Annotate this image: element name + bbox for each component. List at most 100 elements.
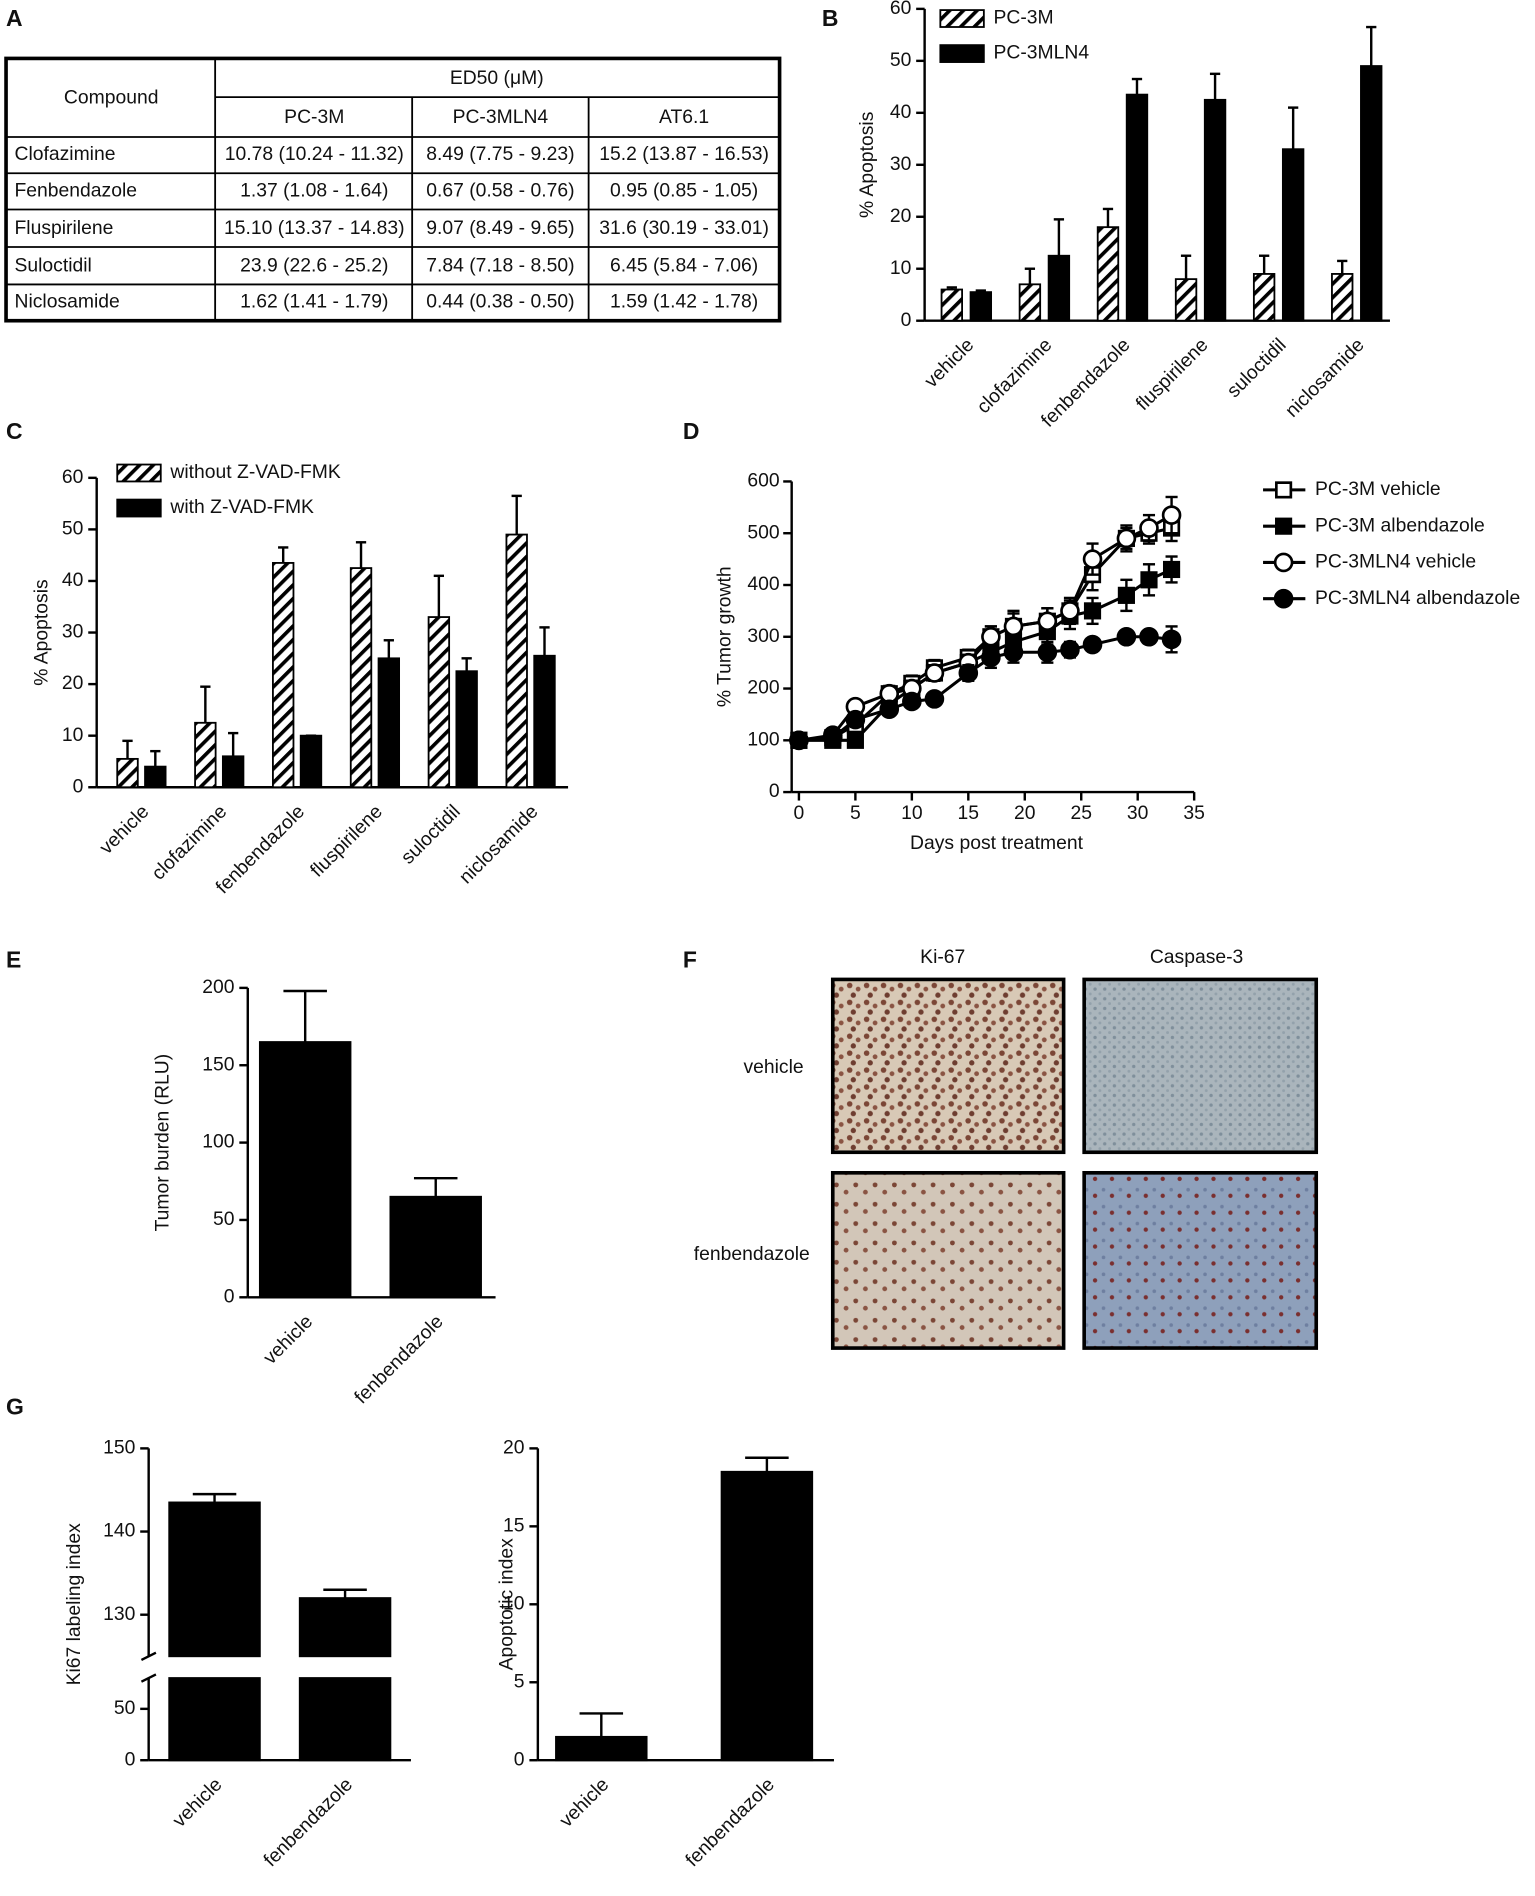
marker [1083,602,1102,620]
bar [505,533,528,789]
x-tick-label: 30 [1127,803,1149,824]
bar [298,1677,392,1762]
y-tick-label: 0 [125,1749,136,1770]
bar [221,755,245,789]
x-tick-label: fluspirilene [1132,335,1212,415]
y-tick-label: 200 [202,977,234,998]
legend-label: PC-3M vehicle [1315,479,1441,500]
marker [879,699,900,720]
table-cell: Clofazimine [15,144,116,165]
bar [1125,93,1149,322]
y-tick-label: 60 [62,467,84,488]
legend-label: with Z-VAD-FMK [169,497,314,518]
bar [1018,283,1042,322]
x-tick-label: vehicle [169,1774,226,1831]
legend-swatch [116,463,162,483]
y-tick-label: 50 [890,50,912,71]
table-header: ED50 (μM) [450,68,544,89]
x-tick-label: fenbendazole [682,1774,779,1871]
y-tick-label: 10 [890,258,912,279]
marker [924,689,945,709]
x-tick-label: fenbendazole [260,1774,357,1871]
bar [1331,273,1354,322]
bar [1360,65,1383,322]
bar [940,288,964,322]
row-label: vehicle [743,1057,803,1078]
table-border [4,56,782,323]
table-cell: 6.45 (5.84 - 7.06) [610,255,758,276]
table-cell: 23.9 (22.6 - 25.2) [240,255,388,276]
bar [455,670,478,789]
panel-label: D [683,418,700,444]
bar [299,734,323,789]
marker [1060,601,1080,621]
bar [116,757,139,789]
bar [1096,226,1120,322]
table-header: AT6.1 [659,107,709,128]
marker [1161,629,1182,650]
bar [1047,254,1071,322]
y-tick-label: 50 [114,1698,135,1719]
bar [298,1597,392,1658]
bar [1203,98,1227,322]
x-tick-label: vehicle [556,1774,613,1831]
panel-label: B [822,5,839,31]
marker [1003,616,1024,637]
y-tick-label: 15 [503,1515,525,1536]
x-tick-label: niclosamide [1282,335,1369,422]
marker [1060,639,1080,660]
y-tick-label: 5 [514,1671,525,1692]
y-tick-label: 10 [62,725,84,746]
table-cell: 31.6 (30.19 - 33.01) [599,218,769,239]
y-tick-label: 150 [202,1054,234,1075]
panel-label: C [6,418,23,444]
y-tick-label: 150 [103,1437,135,1458]
bar [720,1470,814,1762]
bar [377,657,401,789]
y-tick-label: 100 [202,1132,234,1153]
marker [1116,528,1137,549]
legend-marker [1273,588,1294,609]
y-tick-label: 0 [769,781,780,802]
marker [981,626,1001,647]
panel-label: G [6,1394,24,1420]
marker [1082,549,1103,569]
legend-marker [1275,517,1293,535]
marker [1139,626,1159,647]
bar [1281,148,1305,322]
y-tick-label: 20 [62,673,84,694]
axis-break [140,1673,157,1683]
bar [168,1501,261,1658]
y-tick-label: 200 [747,678,779,699]
marker [846,731,864,749]
y-tick-label: 500 [747,522,779,543]
marker [1161,505,1182,525]
table-cell: 10.78 (10.24 - 11.32) [225,144,404,165]
bar [969,291,993,322]
y-axis-label: % Apoptosis [857,112,878,218]
bar [555,1735,648,1762]
legend-label: PC-3M albendazole [1315,515,1485,536]
y-tick-label: 40 [890,102,912,123]
panel-label: E [6,946,21,972]
bar [168,1677,261,1762]
x-tick-label: fenbendazole [351,1311,448,1408]
legend-marker [1273,552,1294,573]
bar [1174,278,1198,322]
y-tick-label: 0 [73,776,84,797]
legend-swatch [939,9,985,28]
y-tick-label: 0 [224,1286,235,1307]
micrograph [830,977,1066,1155]
marker [845,709,866,730]
bar [258,1041,352,1299]
table-cell: 8.49 (7.75 - 9.23) [426,144,574,165]
bar [1252,273,1276,322]
table-cell: Suloctidil [15,255,92,276]
marker [902,691,922,712]
x-tick-label: 35 [1183,803,1205,824]
y-tick-label: 600 [747,471,779,492]
bar [349,567,373,789]
marker [1139,518,1159,538]
legend-label: PC-3MLN4 [994,43,1090,64]
